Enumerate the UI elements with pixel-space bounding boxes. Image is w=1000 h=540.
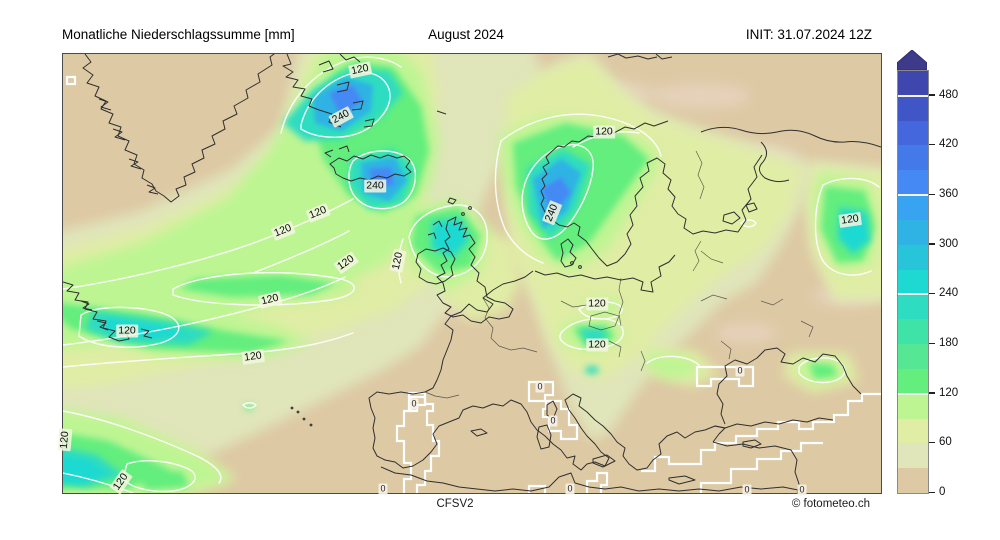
colorbar-arrow	[897, 50, 927, 70]
coast-west-europe	[368, 270, 726, 471]
map-canvas	[63, 54, 881, 493]
coast-great-britain	[427, 216, 514, 324]
colorbar-tick	[929, 392, 935, 394]
copyright: © fotometeo.ch	[791, 498, 870, 510]
weather-map	[62, 53, 882, 494]
colorbar-tick-label: 360	[939, 188, 959, 201]
colorbar-segment	[898, 70, 928, 96]
colorbar-segment	[898, 442, 928, 469]
map-title: Monatliche Niederschlagssumme [mm]	[62, 27, 295, 42]
colorbar-segment	[898, 343, 928, 369]
colorbar-tick-label: 240	[939, 287, 959, 300]
colorbar-segment	[898, 95, 928, 121]
coast-denmark	[560, 238, 577, 268]
colorbar-scale	[897, 70, 929, 494]
colorbar-segment	[898, 467, 928, 493]
coast-kola	[700, 126, 881, 183]
colorbar-segment	[898, 244, 928, 270]
coast-east-greenland	[282, 54, 375, 128]
colorbar-tick-label: 180	[939, 337, 959, 350]
colorbar-tick	[929, 292, 935, 295]
colorbar-tick	[929, 342, 935, 345]
model-name: CFSV2	[436, 498, 474, 510]
colorbar-separator	[898, 94, 928, 97]
colorbar-tick-label: 420	[939, 138, 959, 151]
coast-turkey-levant	[712, 427, 800, 493]
colorbar-tick-label: 60	[939, 436, 952, 449]
colorbar-segment	[898, 194, 928, 220]
colorbar-tick	[929, 143, 935, 146]
colorbar-segment	[898, 318, 928, 345]
colorbar-tick	[929, 441, 935, 444]
colorbar-segment	[898, 219, 928, 245]
init-timestamp: INIT: 31.07.2024 12Z	[745, 27, 872, 42]
colorbar-tick-label: 480	[939, 88, 959, 101]
coast-iceland	[324, 145, 412, 182]
coast-baltic	[534, 254, 676, 293]
colorbar-tick-label: 120	[939, 386, 959, 399]
country-borders	[424, 150, 814, 399]
colorbar-tick-label: 300	[939, 237, 959, 250]
colorbar-segment	[898, 169, 928, 196]
colorbar-segment	[898, 393, 928, 419]
colorbar-segment	[898, 120, 928, 146]
coast-cyprus	[742, 439, 762, 449]
colorbar-segment	[898, 418, 928, 444]
coast-newfoundland	[63, 281, 153, 342]
coast-north-africa	[380, 466, 804, 492]
map-period: August 2024	[428, 27, 504, 42]
colorbar-separator	[898, 293, 928, 296]
coast-blacksea	[716, 347, 862, 425]
colorbar-tick	[929, 491, 935, 493]
coast-greenland	[82, 54, 275, 203]
coast-ireland	[415, 247, 456, 285]
colorbar-tick-label: 0	[939, 486, 946, 498]
colorbar-segment	[898, 269, 928, 295]
colorbar: 0 60 120 180 240 300 360 420 480	[897, 50, 997, 510]
coastlines	[63, 54, 881, 493]
coast-scandinavia	[540, 120, 763, 267]
colorbar-tick	[929, 94, 935, 96]
colorbar-segment	[898, 144, 928, 171]
colorbar-segment	[898, 293, 928, 320]
colorbar-separator	[898, 392, 928, 395]
colorbar-tick	[929, 243, 935, 245]
colorbar-segment	[898, 368, 928, 394]
colorbar-separator	[898, 194, 928, 197]
colorbar-tick	[929, 193, 935, 196]
